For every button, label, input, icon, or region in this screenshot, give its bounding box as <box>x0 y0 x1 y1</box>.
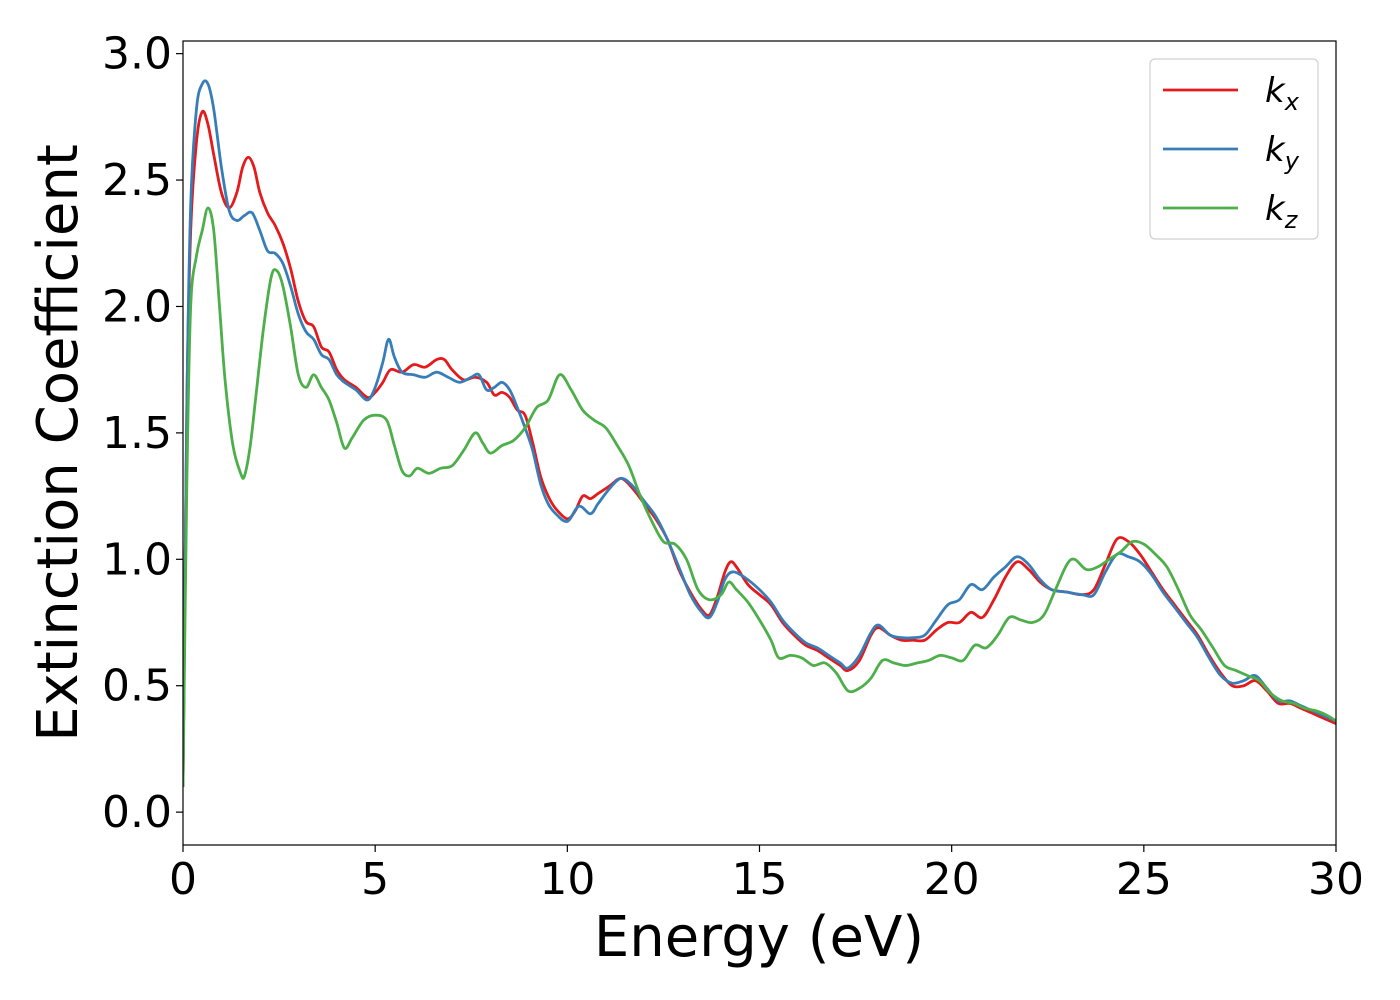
series-line-kz <box>183 206 1336 787</box>
x-tick-label: 15 <box>732 854 788 905</box>
y-tick-label: 1.5 <box>102 408 172 459</box>
series-line-ky <box>183 79 1336 787</box>
x-axis-label: Energy (eV) <box>594 905 924 970</box>
y-tick-label: 2.5 <box>102 155 172 206</box>
x-tick-label: 10 <box>539 854 595 905</box>
y-tick-label: 3.0 <box>102 29 172 80</box>
y-axis-label: Extinction Coefficient <box>26 144 91 742</box>
x-tick-label: 30 <box>1308 854 1364 905</box>
series-layer <box>183 79 1336 787</box>
x-tick-label: 20 <box>924 854 980 905</box>
x-tick-label: 25 <box>1116 854 1172 905</box>
legend-label-kx: kx <box>1265 71 1300 116</box>
y-tick-label: 2.0 <box>102 281 172 332</box>
y-tick-label: 0.5 <box>102 661 172 712</box>
x-tick-label: 0 <box>169 854 197 905</box>
y-tick-label: 0.0 <box>102 787 172 838</box>
legend-label-ky: ky <box>1265 130 1300 175</box>
y-tick-label: 1.0 <box>102 534 172 585</box>
legend-label-kz: kz <box>1265 189 1299 234</box>
legend: kx ky kz <box>1149 58 1319 240</box>
x-axis: 0 5 10 15 20 25 30 <box>169 845 1364 905</box>
y-axis: 0.0 0.5 1.0 1.5 2.0 2.5 3.0 <box>102 29 183 838</box>
x-tick-label: 5 <box>361 854 389 905</box>
